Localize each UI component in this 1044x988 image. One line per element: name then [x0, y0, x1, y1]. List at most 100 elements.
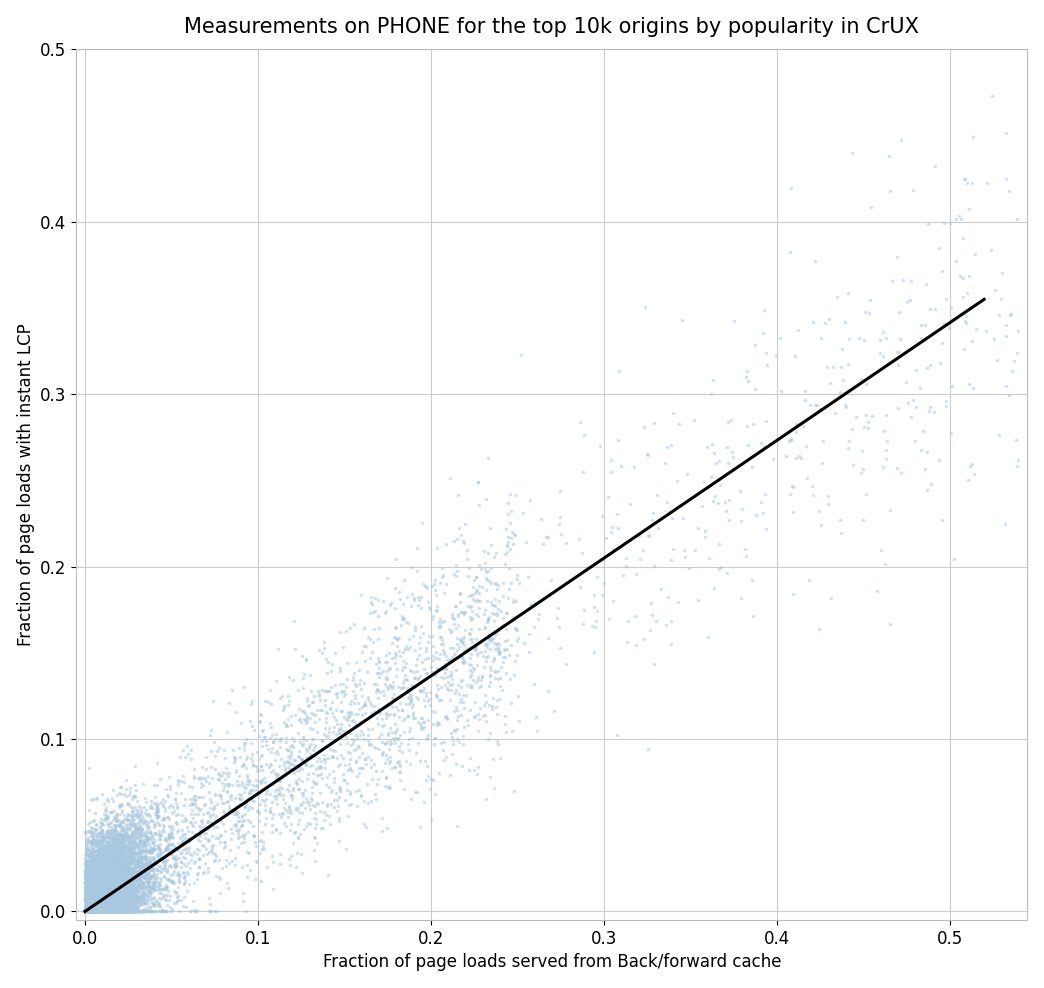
- Point: [106, 828, 123, 844]
- Point: [91, 899, 108, 915]
- Point: [82, 875, 99, 891]
- Point: [134, 825, 150, 841]
- Point: [369, 681, 385, 697]
- Point: [103, 904, 120, 920]
- Point: [96, 900, 113, 916]
- Point: [150, 838, 167, 854]
- Point: [93, 876, 110, 892]
- Point: [293, 762, 310, 778]
- Point: [112, 904, 128, 920]
- Point: [138, 837, 155, 853]
- Point: [151, 808, 168, 824]
- Point: [116, 887, 133, 903]
- Point: [92, 820, 109, 836]
- Point: [82, 859, 99, 874]
- Point: [91, 876, 108, 892]
- Point: [424, 578, 441, 594]
- Point: [82, 841, 99, 857]
- Point: [111, 904, 127, 920]
- Point: [105, 880, 122, 896]
- Point: [105, 867, 122, 883]
- Point: [87, 861, 103, 876]
- Point: [91, 871, 108, 887]
- Point: [82, 895, 99, 911]
- Point: [659, 439, 675, 454]
- Point: [120, 859, 137, 874]
- Point: [87, 903, 103, 919]
- Point: [87, 864, 103, 879]
- Point: [99, 863, 116, 878]
- Point: [312, 693, 329, 708]
- Point: [126, 778, 143, 793]
- Point: [114, 855, 130, 870]
- Point: [398, 655, 414, 671]
- Point: [80, 887, 97, 903]
- Point: [136, 870, 152, 886]
- Point: [141, 863, 158, 878]
- Point: [87, 894, 103, 910]
- Point: [991, 306, 1007, 322]
- Point: [87, 904, 103, 920]
- Point: [95, 904, 112, 920]
- Point: [81, 891, 98, 907]
- Point: [111, 859, 127, 874]
- Point: [93, 904, 110, 920]
- Point: [124, 840, 141, 856]
- Point: [129, 850, 146, 865]
- Point: [152, 884, 169, 900]
- Point: [124, 860, 141, 875]
- Point: [133, 854, 149, 869]
- Point: [80, 904, 97, 920]
- Point: [82, 904, 99, 920]
- Point: [98, 898, 115, 914]
- Point: [90, 899, 106, 915]
- Point: [121, 875, 138, 891]
- Point: [77, 880, 94, 896]
- Point: [101, 858, 118, 873]
- Point: [810, 621, 827, 637]
- Point: [128, 891, 145, 907]
- Point: [78, 876, 95, 892]
- Point: [87, 904, 103, 920]
- Point: [91, 899, 108, 915]
- Point: [319, 654, 336, 670]
- Point: [97, 829, 114, 845]
- Point: [102, 894, 119, 910]
- Point: [138, 813, 155, 829]
- Point: [115, 904, 132, 920]
- Point: [91, 896, 108, 912]
- Point: [103, 831, 120, 847]
- Point: [120, 904, 137, 920]
- Point: [101, 904, 118, 920]
- Point: [231, 829, 247, 845]
- Point: [116, 861, 133, 876]
- Point: [245, 722, 262, 738]
- Point: [102, 904, 119, 920]
- Point: [158, 881, 174, 897]
- Point: [293, 737, 310, 753]
- Point: [108, 855, 124, 870]
- Point: [97, 876, 114, 892]
- Point: [78, 866, 95, 882]
- Point: [80, 904, 97, 920]
- Point: [94, 878, 111, 894]
- Point: [356, 694, 373, 709]
- Point: [98, 904, 115, 920]
- Point: [76, 904, 93, 920]
- Point: [122, 900, 139, 916]
- Point: [106, 895, 123, 911]
- Point: [104, 867, 121, 883]
- Point: [132, 842, 148, 858]
- Point: [106, 883, 123, 899]
- Point: [117, 893, 134, 909]
- Point: [116, 836, 133, 852]
- Point: [477, 791, 494, 807]
- Point: [117, 904, 134, 920]
- Point: [161, 899, 177, 915]
- Point: [112, 869, 128, 885]
- Point: [99, 897, 116, 913]
- Point: [549, 611, 566, 626]
- Point: [104, 867, 121, 883]
- Point: [128, 904, 145, 920]
- Point: [604, 593, 621, 609]
